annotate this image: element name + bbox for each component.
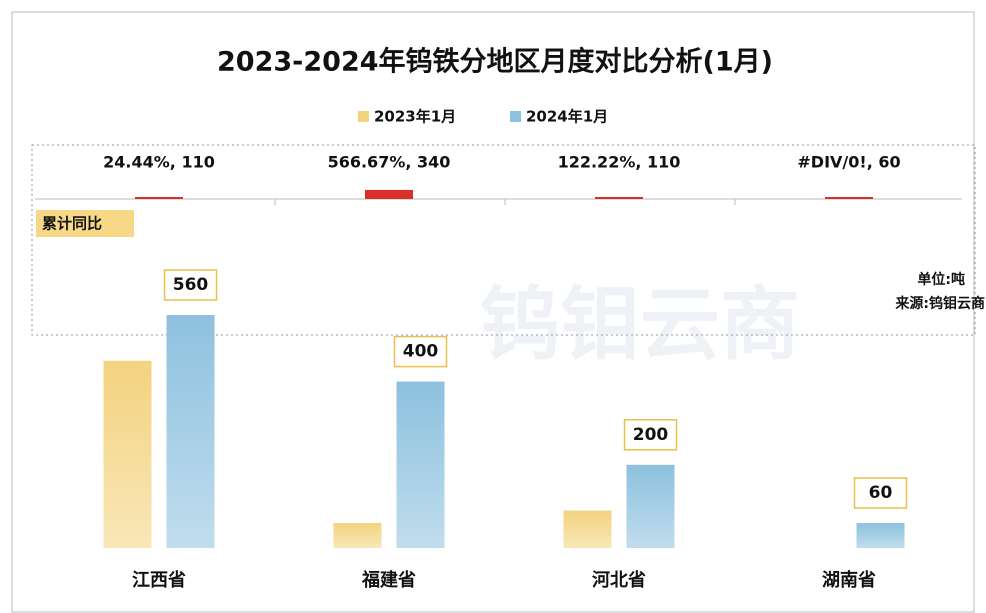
legend-label: 2023年1月 bbox=[374, 108, 456, 126]
bar bbox=[563, 510, 612, 548]
value-label-box bbox=[163, 269, 218, 301]
growth-value-label: 122.22%, 110 bbox=[558, 153, 681, 172]
value-label: 400 bbox=[403, 342, 439, 362]
growth-empty bbox=[825, 197, 873, 199]
value-label-box bbox=[623, 419, 678, 451]
chart-title: 2023-2024年钨铁分地区月度对比分析(1月) bbox=[217, 46, 773, 78]
source: 来源:钨钼云商 bbox=[894, 295, 985, 312]
value-label-box bbox=[853, 477, 908, 509]
growth-value-label: 24.44%, 110 bbox=[103, 153, 215, 172]
growth-bar bbox=[365, 189, 413, 199]
bar bbox=[856, 523, 905, 548]
x-tick-label: 河北省 bbox=[592, 569, 646, 591]
growth-label: 累计同比 bbox=[42, 215, 102, 233]
bar bbox=[166, 315, 215, 548]
legend-label: 2024年1月 bbox=[526, 108, 608, 126]
value-label-box bbox=[393, 335, 448, 368]
growth-box bbox=[31, 144, 976, 336]
growth-value-label: 566.67%, 340 bbox=[328, 153, 451, 172]
bar bbox=[333, 523, 382, 548]
growth-bar bbox=[595, 197, 643, 199]
growth-label-box bbox=[36, 210, 134, 237]
legend-swatch bbox=[510, 111, 521, 122]
bar bbox=[103, 360, 152, 548]
value-label: 200 bbox=[633, 425, 669, 445]
bar bbox=[626, 464, 675, 548]
value-label: 560 bbox=[173, 275, 209, 295]
watermark: 钨钼云商 bbox=[480, 278, 800, 371]
x-tick-label: 江西省 bbox=[132, 569, 186, 591]
bar bbox=[396, 381, 445, 548]
x-tick-label: 湖南省 bbox=[822, 569, 876, 591]
unit: 单位:吨 bbox=[917, 271, 965, 288]
value-label: 60 bbox=[869, 483, 893, 503]
legend-swatch bbox=[358, 111, 369, 122]
growth-bar bbox=[135, 197, 183, 199]
growth-value-label: #DIV/0!, 60 bbox=[797, 153, 900, 172]
x-tick-label: 福建省 bbox=[361, 569, 416, 591]
